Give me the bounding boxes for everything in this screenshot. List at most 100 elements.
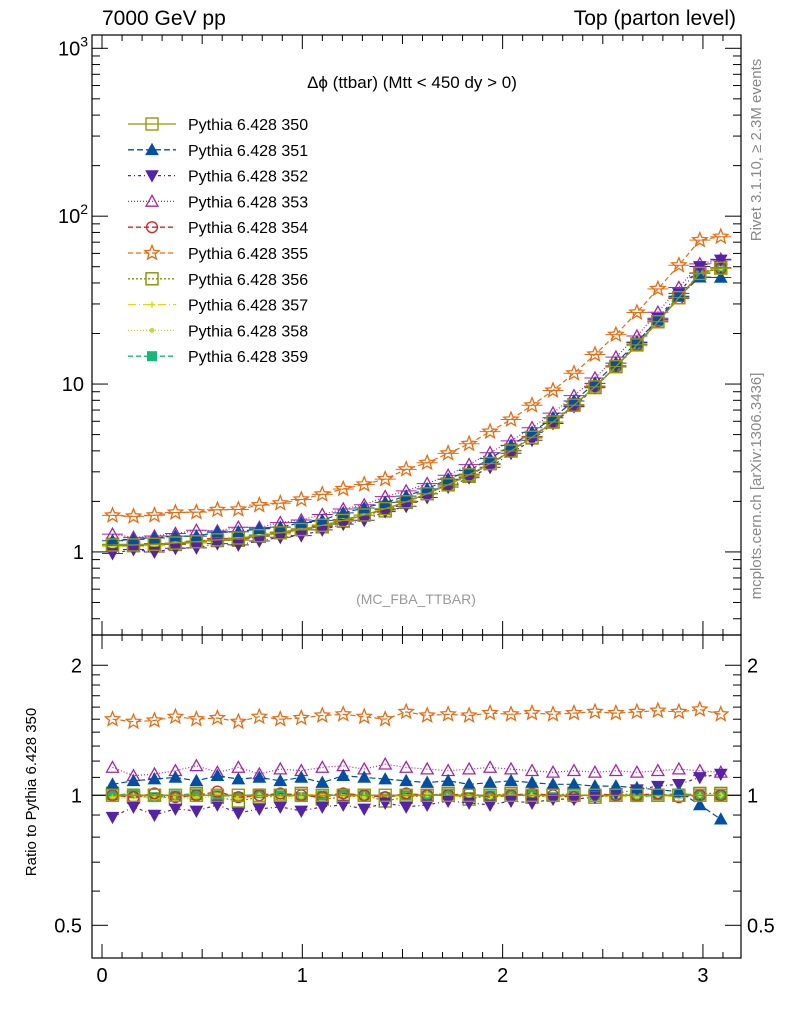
ratio-series — [105, 768, 728, 825]
data-point — [378, 501, 392, 516]
data-point — [187, 502, 206, 520]
data-point — [525, 430, 539, 444]
ratio-y-tick-label: 0.5 — [54, 915, 82, 937]
data-point — [103, 506, 122, 523]
data-point — [210, 538, 225, 551]
data-point — [420, 775, 435, 788]
data-point — [712, 705, 730, 722]
data-point — [105, 538, 120, 552]
data-point — [231, 772, 246, 785]
data-point — [525, 775, 539, 788]
analysis-tag: (MC_FBA_TTBAR) — [356, 591, 476, 607]
data-point — [252, 521, 267, 535]
data-point — [147, 546, 162, 560]
data-point — [420, 799, 435, 812]
data-point — [714, 788, 728, 802]
ratio-series — [103, 700, 730, 730]
data-point — [145, 505, 164, 523]
data-point — [504, 444, 518, 458]
data-point — [229, 500, 248, 517]
data-point — [588, 788, 602, 802]
data-point — [168, 529, 183, 542]
x-tick-label: 3 — [697, 965, 708, 987]
data-point — [588, 376, 602, 389]
ratio-series — [105, 788, 728, 802]
data-point — [252, 528, 267, 543]
data-point — [504, 788, 518, 802]
data-point — [357, 770, 372, 783]
main-series — [102, 251, 732, 543]
data-point — [566, 763, 582, 777]
data-point — [357, 508, 371, 522]
data-point — [587, 765, 603, 778]
legend-entry: Pythia 6.428 353 — [128, 194, 308, 211]
data-point — [588, 380, 602, 394]
data-point — [523, 703, 541, 721]
data-point — [149, 327, 155, 333]
legend-entry: Pythia 6.428 359 — [128, 349, 308, 366]
data-point — [105, 760, 120, 773]
data-point — [292, 708, 311, 726]
data-point — [103, 709, 122, 727]
series-line — [112, 708, 721, 723]
data-point — [672, 784, 686, 797]
data-point — [714, 261, 728, 275]
data-point — [145, 221, 159, 234]
data-point — [671, 761, 686, 775]
data-point — [607, 325, 625, 343]
data-point — [609, 356, 623, 369]
data-point — [294, 515, 309, 528]
data-point — [672, 290, 686, 305]
data-point — [399, 788, 413, 802]
data-point — [124, 712, 143, 730]
data-point — [231, 807, 246, 820]
legend-entry: Pythia 6.428 356 — [128, 272, 308, 289]
chart-title: Δϕ (ttbar) (Mtt < 450 dy > 0) — [307, 73, 517, 92]
x-tick-label: 1 — [297, 965, 308, 987]
data-point — [208, 500, 227, 518]
data-point — [273, 773, 288, 787]
data-point — [399, 801, 414, 814]
legend-entry: Pythia 6.428 354 — [128, 220, 308, 237]
legend-label: Pythia 6.428 354 — [188, 220, 308, 237]
data-point — [355, 707, 374, 725]
y-tick-label: 1 — [73, 542, 84, 564]
data-point — [252, 803, 267, 816]
data-point — [651, 315, 665, 329]
data-point — [166, 707, 185, 725]
main-series — [102, 227, 732, 524]
data-point — [692, 772, 707, 785]
data-point — [482, 760, 498, 773]
data-point — [189, 788, 204, 802]
data-point — [420, 487, 434, 501]
data-point — [210, 788, 225, 802]
data-point — [105, 788, 120, 802]
x-tick-label: 2 — [497, 965, 508, 987]
legend-label: Pythia 6.428 353 — [188, 194, 308, 211]
data-point — [650, 763, 665, 777]
data-point — [147, 788, 162, 802]
data-point — [336, 799, 351, 812]
legend-entry: Pythia 6.428 350 — [128, 117, 308, 134]
series-line — [112, 236, 721, 518]
data-point — [168, 770, 183, 783]
data-point — [693, 788, 707, 802]
data-point — [210, 768, 225, 781]
mcplots-side-label: mcplots.cern.ch [arXiv:1306.3436] — [748, 373, 765, 600]
data-point — [565, 703, 583, 721]
data-point — [567, 788, 581, 802]
ratio-panel: 0 1 2 3 0.5 0.5 1 1 2 2 — [54, 634, 775, 987]
data-point — [378, 788, 392, 802]
data-point — [441, 773, 455, 787]
data-point — [168, 788, 183, 802]
data-point — [294, 805, 309, 818]
legend-label: Pythia 6.428 356 — [188, 272, 308, 289]
data-point — [483, 799, 497, 812]
data-point — [504, 773, 518, 787]
data-point — [439, 444, 457, 461]
y-tick-label: 102 — [58, 201, 88, 228]
data-point — [189, 535, 204, 549]
data-point — [357, 500, 372, 514]
data-point — [292, 490, 311, 507]
